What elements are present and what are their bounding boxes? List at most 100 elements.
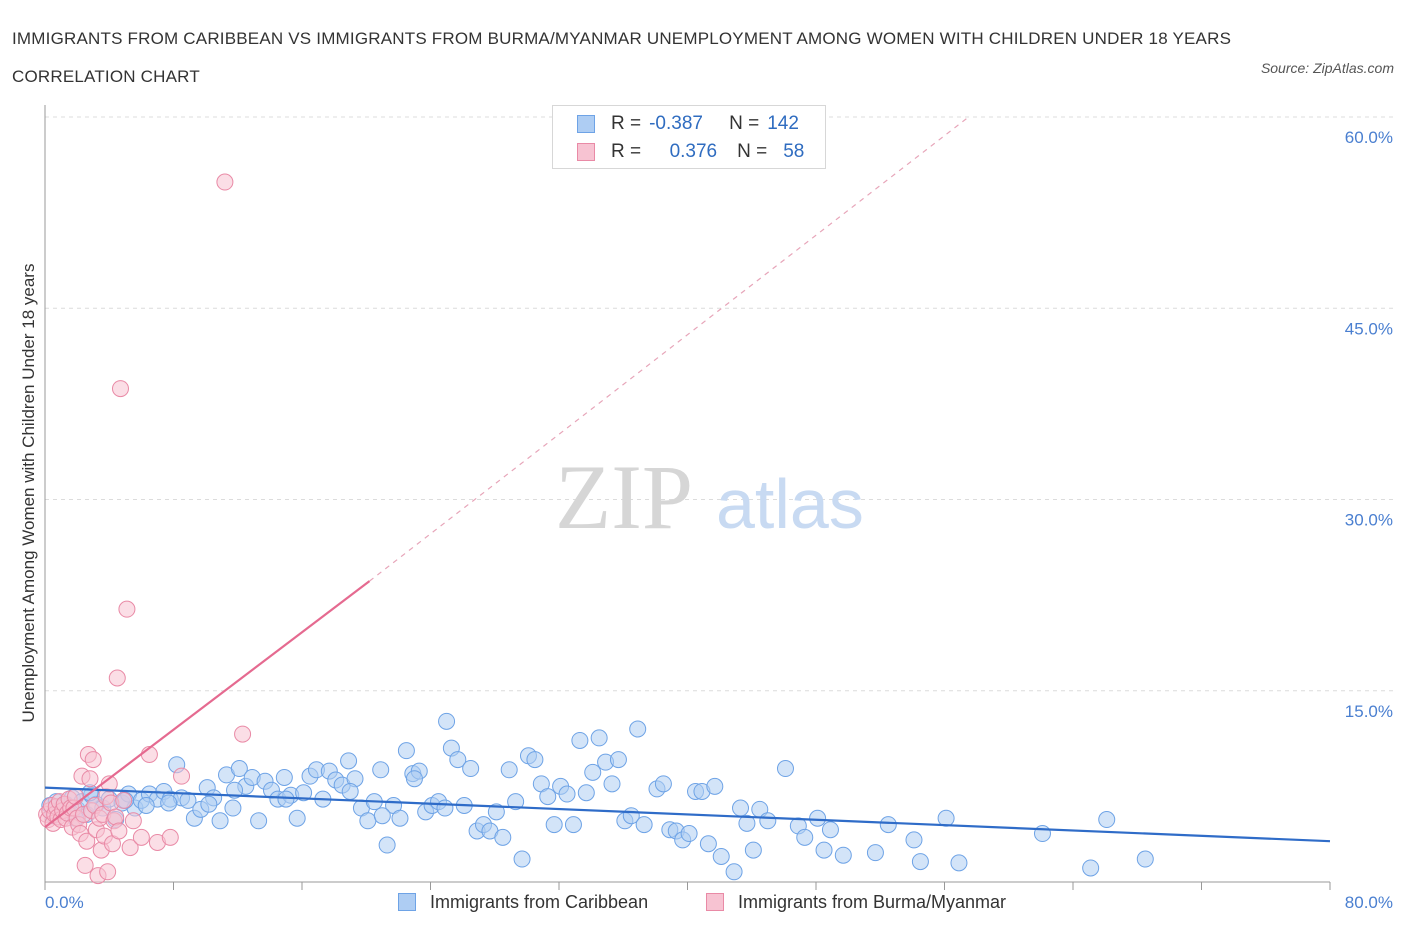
legend-swatch-burma — [706, 893, 724, 911]
data-point — [513, 850, 531, 868]
legend-n-label: N = — [737, 141, 768, 162]
data-point — [373, 807, 391, 825]
legend-swatch-caribbean — [398, 893, 416, 911]
data-point — [250, 812, 268, 830]
data-point — [76, 856, 94, 874]
data-point — [500, 761, 518, 779]
data-point — [132, 828, 150, 846]
data-point — [84, 751, 102, 769]
data-point — [732, 799, 750, 817]
data-point — [759, 812, 777, 830]
data-point — [161, 828, 179, 846]
data-point — [699, 835, 717, 853]
data-point — [809, 809, 827, 827]
data-point — [603, 775, 621, 793]
data-point — [866, 844, 884, 862]
legend-label-burma: Immigrants from Burma/Myanmar — [738, 891, 1007, 912]
data-point — [397, 742, 415, 760]
data-point — [234, 725, 252, 743]
legend-r-value: 0.376 — [669, 141, 718, 162]
trend-extension — [369, 116, 969, 582]
y-tick-label: 60.0% — [1345, 128, 1393, 147]
y-tick-label: 15.0% — [1345, 702, 1393, 721]
gridlines — [45, 116, 1393, 692]
legend-swatch-caribbean — [577, 115, 595, 133]
legend-n-value: 58 — [783, 141, 805, 162]
data-point — [391, 809, 409, 827]
data-point — [564, 816, 582, 834]
data-point — [359, 812, 377, 830]
data-point — [160, 794, 178, 812]
data-point — [1136, 850, 1154, 868]
data-point — [1098, 811, 1116, 829]
data-point — [288, 809, 306, 827]
data-point — [341, 782, 359, 800]
trend-line — [44, 580, 371, 829]
legend-item-burma: Immigrants from Burma/Myanmar — [706, 888, 1006, 916]
data-point — [821, 821, 839, 839]
data-point — [378, 836, 396, 854]
data-point — [577, 784, 595, 802]
data-point — [507, 793, 525, 811]
data-point — [295, 784, 313, 802]
data-point — [115, 791, 133, 809]
trend-lines — [44, 116, 1331, 843]
data-point — [226, 781, 244, 799]
data-point — [725, 863, 743, 881]
data-point — [937, 809, 955, 827]
watermark-zip: ZIP — [555, 446, 693, 548]
data-point — [680, 825, 698, 843]
data-point — [230, 760, 248, 778]
data-point — [487, 803, 505, 821]
data-point — [224, 799, 242, 817]
data-point — [277, 790, 295, 808]
data-point — [545, 816, 563, 834]
legend-item-caribbean: Immigrants from Caribbean — [398, 888, 648, 916]
data-point — [584, 763, 602, 781]
data-point — [879, 816, 897, 834]
stats-legend: R = -0.387 N = 142 R = 0.376 N = 58 — [552, 105, 826, 169]
data-point — [706, 777, 724, 795]
data-point — [834, 846, 852, 864]
data-point — [571, 731, 589, 749]
data-point — [108, 669, 126, 687]
data-point — [526, 751, 544, 769]
data-point — [1082, 859, 1100, 877]
y-tick-labels: 15.0% 30.0% 45.0% 60.0% — [1345, 128, 1393, 721]
caribbean-points — [41, 712, 1154, 881]
data-point — [558, 785, 576, 803]
data-point — [590, 729, 608, 747]
data-point — [110, 822, 128, 840]
data-point — [494, 828, 512, 846]
data-point — [78, 832, 96, 850]
data-point — [211, 812, 229, 830]
data-point — [81, 770, 99, 788]
data-point — [635, 816, 653, 834]
data-point — [449, 751, 467, 769]
data-point — [216, 173, 234, 191]
data-point — [738, 814, 756, 832]
legend-row-caribbean: R = -0.387 N = 142 — [577, 111, 799, 137]
data-point — [539, 788, 557, 806]
data-point — [776, 760, 794, 778]
data-point — [629, 720, 647, 738]
data-point — [462, 760, 480, 778]
y-tick-label: 45.0% — [1345, 319, 1393, 338]
data-point — [950, 854, 968, 872]
data-point — [911, 853, 929, 871]
data-point — [744, 841, 762, 859]
legend-r-value: -0.387 — [649, 113, 703, 134]
axes — [44, 105, 1331, 890]
data-point — [905, 831, 923, 849]
legend-r-label: R = — [611, 113, 642, 134]
y-axis-label: Unemployment Among Women with Children U… — [19, 264, 38, 723]
data-point — [111, 380, 129, 398]
data-point — [200, 795, 218, 813]
x-tick-label-left: 0.0% — [45, 893, 84, 912]
source-label: Source: ZipAtlas.com — [1260, 60, 1394, 76]
data-point — [179, 791, 197, 809]
x-tick-label-right: 80.0% — [1345, 893, 1393, 912]
chart-title: IMMIGRANTS FROM CARIBBEAN VS IMMIGRANTS … — [12, 29, 1232, 86]
data-point — [340, 752, 358, 770]
